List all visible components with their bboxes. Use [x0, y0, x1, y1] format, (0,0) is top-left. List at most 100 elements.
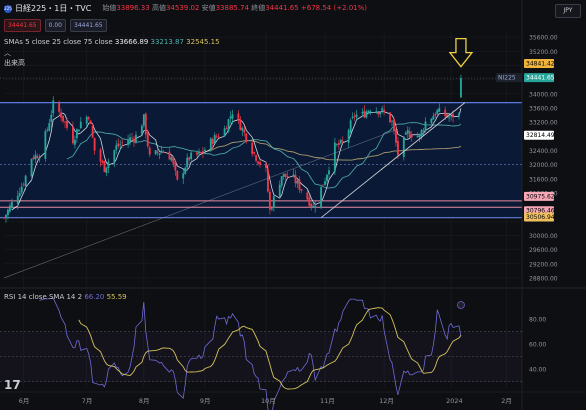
candle-body: [312, 205, 315, 207]
rsi-label: RSI 14 close SMA 14 2: [4, 293, 83, 301]
candle-body: [140, 125, 143, 135]
currency-button[interactable]: JPY: [555, 4, 581, 18]
candle-body: [217, 136, 220, 138]
candle-body: [379, 112, 382, 115]
candle-body: [5, 214, 7, 218]
candle-body: [133, 138, 135, 142]
candle-body: [361, 111, 364, 114]
price-tick: 34000.00: [529, 91, 558, 98]
chevron-up-icon[interactable]: ︿: [4, 49, 11, 57]
candle-body: [85, 116, 88, 124]
candle-body: [58, 102, 61, 112]
candle-body: [416, 135, 419, 138]
candle-body: [182, 173, 185, 179]
candle-body: [186, 157, 189, 168]
rsi-legend[interactable]: RSI 14 close SMA 14 2 66.20 55.59: [4, 293, 127, 302]
open-value: 33896.33: [116, 4, 150, 12]
price-label: 30975.62: [526, 193, 555, 200]
change-value: +678.54 (+2.01%): [300, 4, 368, 12]
candle-body: [215, 136, 218, 138]
price-tick: 29200.00: [529, 261, 558, 268]
candle-body: [160, 150, 163, 153]
candle-body: [349, 120, 352, 133]
volume-legend[interactable]: 出来高: [4, 59, 25, 68]
arrow-annotation[interactable]: [448, 38, 474, 68]
collapse-legend[interactable]: ︿: [4, 49, 11, 58]
candle-body: [324, 181, 326, 186]
candle-body: [272, 196, 275, 208]
time-tick: 11月: [320, 397, 335, 405]
rsi-tick: 60.00: [529, 342, 546, 349]
candle-body: [393, 119, 395, 131]
candle-body: [107, 161, 110, 168]
candle-body: [282, 173, 285, 177]
candle-body: [146, 132, 149, 147]
candle-body: [129, 137, 131, 141]
candle-body: [231, 114, 234, 119]
candle-body: [89, 120, 92, 125]
candle-body: [422, 130, 425, 132]
sma75-value: 32545.15: [186, 38, 220, 46]
candle-body: [46, 129, 49, 131]
candle-body: [75, 129, 78, 139]
price-label-bg: [524, 73, 554, 83]
rsi-value: 66.20: [84, 293, 105, 301]
candle-body: [278, 184, 281, 197]
candle-body: [34, 154, 37, 160]
low-value: 33885.74: [215, 4, 249, 12]
candle-body: [241, 127, 244, 131]
candle-body: [196, 152, 198, 155]
close-label: 終値: [251, 4, 266, 12]
trend-lines[interactable]: [3, 102, 466, 279]
candle-body: [87, 117, 90, 120]
candle-body: [251, 142, 254, 154]
candle-body: [406, 130, 409, 134]
candle-body: [300, 189, 303, 191]
candle-body: [286, 176, 289, 178]
sell-price-box[interactable]: 34441.65: [4, 19, 41, 32]
price-axis[interactable]: 35600.00 35200.00 34000.00 33600.00 33200.00…: [496, 0, 586, 410]
price-label: 30796.46: [526, 208, 555, 215]
candle-body: [347, 130, 350, 143]
candle-body: [115, 145, 118, 151]
price-tick: 29600.00: [529, 247, 558, 254]
candle-body: [119, 144, 122, 146]
rsi-sma-line: [78, 307, 462, 390]
candle-body: [383, 109, 386, 113]
candle-body: [438, 108, 441, 112]
candle-body: [60, 112, 63, 118]
sma-legend[interactable]: SMAs 5 close 25 close 75 close 33666.89 …: [4, 38, 220, 47]
candle-body: [460, 78, 462, 98]
price-label-bg: [524, 130, 554, 140]
candle-body: [326, 174, 328, 182]
price-label: 34441.65: [526, 75, 555, 82]
symbol-badge[interactable]: 225: [4, 4, 12, 13]
chart-title[interactable]: 日経225・1日・TVC: [15, 4, 92, 13]
time-axis[interactable]: 6月 7月 8月 9月 10月 11月 12月 2024 2月: [0, 391, 586, 405]
price-label: 34841.42: [526, 60, 555, 67]
candle-body: [62, 115, 65, 122]
buy-price-box[interactable]: 34441.65: [70, 19, 107, 32]
candle-body: [404, 132, 407, 135]
candle-body: [430, 118, 433, 124]
candle-body: [162, 151, 165, 153]
candle-body: [418, 134, 421, 138]
price-label: 32814.49: [526, 132, 555, 139]
uptrend-line: [320, 102, 466, 219]
candle-body: [306, 192, 309, 200]
candle-body: [367, 110, 370, 113]
candle-body: [266, 169, 269, 192]
candle-body: [170, 157, 173, 161]
candle-body: [148, 147, 151, 155]
time-tick: 2月: [501, 397, 512, 405]
candle-body: [341, 140, 344, 142]
candle-body: [335, 144, 338, 145]
misc-marks: 17: [4, 301, 465, 392]
high-label: 高値: [151, 4, 166, 12]
candle-body: [131, 137, 133, 139]
candle-body: [36, 155, 39, 159]
sma5-value: 33666.89: [114, 38, 149, 46]
candle-body: [363, 110, 366, 118]
candle-body: [20, 186, 23, 193]
